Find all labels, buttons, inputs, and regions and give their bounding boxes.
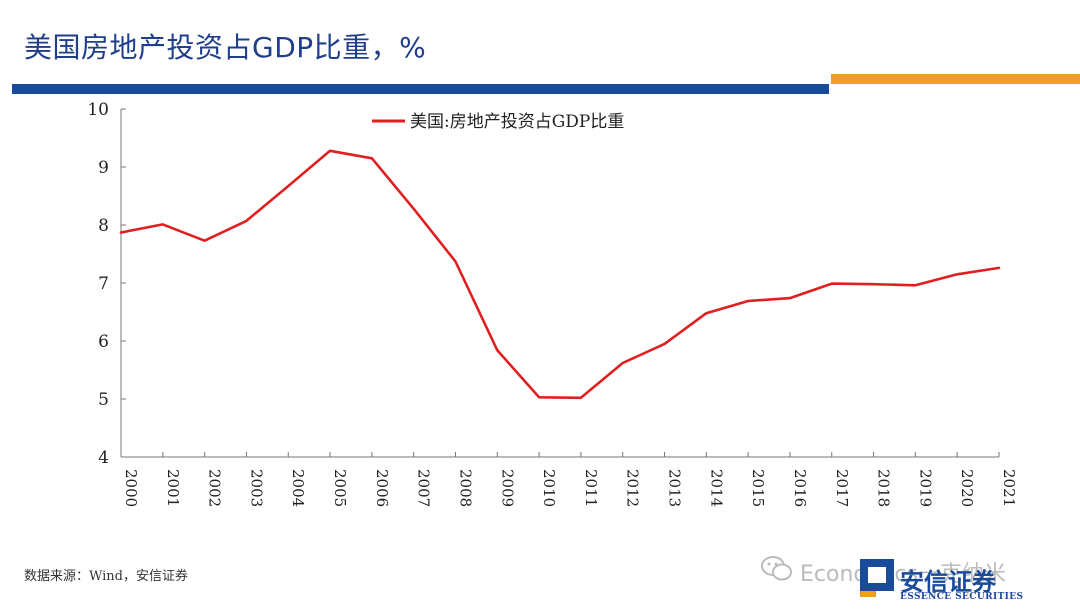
watermark-text: Economics一克纳米 <box>800 562 1006 587</box>
x-tick-label: 2020 <box>958 469 976 507</box>
x-tick-label: 2001 <box>164 469 182 507</box>
wechat-icon <box>761 556 792 581</box>
y-tick-label: 10 <box>87 100 109 120</box>
x-tick-label: 2014 <box>707 469 725 507</box>
x-tick-label: 2017 <box>833 469 851 507</box>
x-tick-label: 2018 <box>875 469 893 507</box>
x-tick-label: 2015 <box>749 469 767 507</box>
header-bar-orange <box>831 74 1080 84</box>
x-axis: 2000 2001 2002 2003 2004 2005 2006 2007 2008 2009… <box>120 452 1018 507</box>
x-tick-label: 2010 <box>540 469 558 507</box>
y-tick-label: 4 <box>98 448 109 468</box>
x-tick-label: 2009 <box>498 469 516 507</box>
logo-text-cn: 安信证券 <box>900 568 996 596</box>
x-tick-label: 2019 <box>916 469 934 507</box>
y-tick-label: 7 <box>98 274 109 294</box>
legend-label: 美国:房地产投资占GDP比重 <box>410 112 624 132</box>
x-tick-label: 2004 <box>289 469 307 507</box>
logo-text-en: ESSENCE SECURITIES <box>900 592 1024 602</box>
x-tick-label: 2021 <box>1000 469 1018 507</box>
x-tick-label: 2011 <box>582 469 600 507</box>
legend: 美国:房地产投资占GDP比重 <box>372 112 624 132</box>
header-bar-blue <box>12 84 829 94</box>
x-tick-label: 2006 <box>373 469 391 507</box>
x-tick-label: 2016 <box>791 469 809 507</box>
x-tick-label: 2002 <box>206 469 224 507</box>
x-tick-label: 2003 <box>247 469 265 507</box>
y-tick-label: 8 <box>98 216 109 236</box>
essence-logo-mark <box>860 559 894 597</box>
source-note: 数据来源：Wind，安信证券 <box>24 569 188 584</box>
y-axis: 4 5 6 7 8 9 10 <box>87 100 126 468</box>
series-layer <box>119 149 1001 400</box>
y-tick-label: 6 <box>98 332 109 352</box>
x-tick-label: 2007 <box>415 469 433 507</box>
y-tick-label: 9 <box>98 158 109 178</box>
series-line <box>119 149 1001 400</box>
page-title: 美国房地产投资占GDP比重，% <box>24 31 427 64</box>
y-tick-label: 5 <box>98 390 109 410</box>
x-tick-label: 2000 <box>122 469 140 507</box>
x-tick-label: 2013 <box>666 469 684 507</box>
x-tick-label: 2008 <box>456 469 474 507</box>
x-tick-label: 2005 <box>331 469 349 507</box>
x-tick-label: 2012 <box>624 469 642 507</box>
